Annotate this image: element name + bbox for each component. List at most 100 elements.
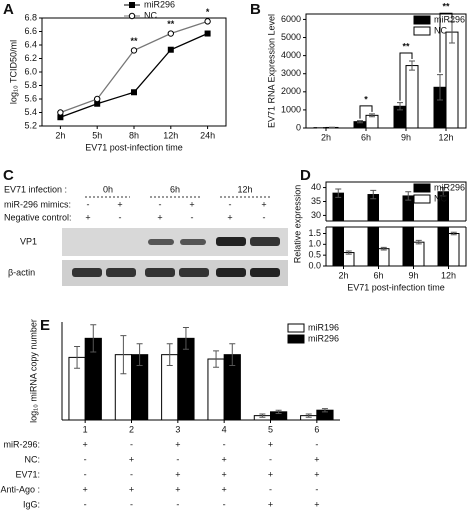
blot-time: 12h [237,184,252,194]
condition-sign: - [269,454,272,464]
condition-sign: + [268,439,273,449]
band [250,237,280,246]
x-tick-label: 9h [408,270,418,280]
error-bar [74,346,81,369]
y-tick-label: 5000 [281,32,301,42]
blot-sign: + [261,199,266,209]
blot-time: 0h [103,184,113,194]
band [216,268,246,277]
x-tick-label: 4 [222,424,227,434]
bar [207,358,225,421]
x-tick-label: 6 [314,424,319,434]
y-tick-label: 30 [311,210,321,220]
condition-label: IgG: [23,499,40,509]
x-tick-label: 2h [338,270,348,280]
blot-sign: + [157,212,162,222]
condition-sign: + [314,469,319,479]
legend-swatch [413,194,431,204]
condition-label: miR-296: [3,439,40,449]
significance: ** [167,19,175,29]
y-tick-label: 6.6 [24,26,37,36]
condition-sign: - [223,439,226,449]
error-bar [397,102,403,111]
error-bar [450,231,457,236]
panel-letter: D [300,167,311,184]
y-tick-label: 0 [296,122,301,132]
legend-swatch [413,15,431,25]
condition-sign: - [176,499,179,509]
condition-sign: - [84,499,87,509]
error-bar [409,60,415,71]
error-bar [321,408,328,413]
blot-label: EV71 infection : [4,184,67,194]
plot-frame [305,13,467,129]
x-axis-label: EV71 post-infection time [347,282,445,292]
x-tick-label: 24h [200,130,215,140]
x-tick-label: 2h [321,132,331,142]
condition-sign: + [175,469,180,479]
condition-sign: + [222,484,227,494]
panel-letter: E [40,317,50,334]
legend-label: NC [144,10,157,20]
marker [204,18,211,25]
blot-sign: - [229,199,232,209]
condition-sign: + [129,484,134,494]
condition-sign: + [268,469,273,479]
y-tick-label: 6000 [281,14,301,24]
y-tick-label: 40 [311,182,321,192]
error-bar [437,74,443,101]
condition-sign: - [315,439,318,449]
error-bar [305,413,312,418]
panel-letter: A [3,1,14,18]
condition-sign: - [130,469,133,479]
y-axis-label: Relative expression [292,185,302,264]
x-tick-label: 12h [438,132,453,142]
band-label: VP1 [20,236,37,246]
bar [367,194,379,267]
error-bar [120,335,127,375]
condition-sign: + [268,499,273,509]
bar [177,337,195,421]
condition-sign: + [314,454,319,464]
error-bar [229,343,236,367]
y-tick-label: 6.4 [24,39,37,49]
error-bar [213,350,220,368]
x-axis-label: EV71 post-infection time [85,142,183,152]
blot-sign: - [119,212,122,222]
error-bar [380,246,387,251]
y-tick-label: 0.0 [308,260,321,270]
error-bar [275,409,282,414]
legend-swatch [413,26,431,36]
y-tick-label: 5.6 [24,93,37,103]
condition-label: Anti-Ago : [0,484,40,494]
legend-label: miR196 [308,322,339,332]
band [145,268,175,277]
x-tick-label: 6h [361,132,371,142]
condition-label: NC: [25,454,41,464]
error-bar [90,324,97,353]
legend-marker [129,2,135,8]
condition-sign: + [83,484,88,494]
condition-sign: + [222,454,227,464]
marker [131,89,137,96]
error-bar [345,250,352,255]
legend-label: miR296 [308,333,339,343]
significance: ** [130,36,138,46]
x-tick-label: 5 [268,424,273,434]
condition-sign: + [222,469,227,479]
condition-sign: + [175,439,180,449]
blot-sign: + [189,199,194,209]
x-tick-label: 12h [163,130,178,140]
legend-label: miR296 [434,14,465,24]
blot-bands [72,237,280,277]
error-bar [415,239,422,245]
blot-sign: + [85,212,90,222]
condition-sign: - [84,469,87,479]
blot-sign: - [159,199,162,209]
condition-sign: + [83,439,88,449]
legend-swatch [413,183,431,193]
condition-sign: - [84,454,87,464]
legend-label: miR296 [434,182,465,192]
x-tick-label: 2h [55,130,65,140]
